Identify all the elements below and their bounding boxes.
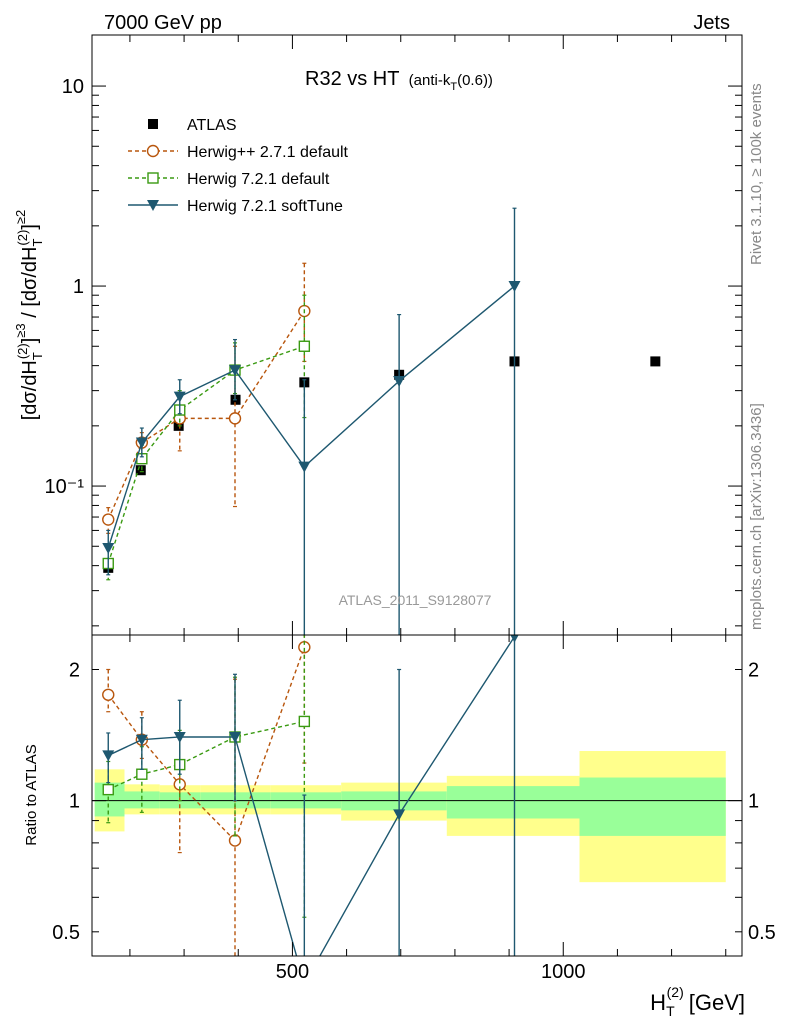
legend-label-0: ATLAS: [187, 117, 237, 134]
uncertainty-bands: [94, 751, 726, 883]
main-series-1: [102, 262, 311, 534]
main-point-1-0: [102, 513, 115, 526]
legend-marker-2: [147, 172, 159, 184]
main-point-3-5: [393, 376, 406, 388]
legend-marker-0: [148, 119, 158, 129]
main-point-3-6: [508, 281, 521, 293]
band-green-6: [446, 786, 580, 819]
main-point-3-4: [298, 461, 311, 473]
main-series-2: [102, 294, 311, 581]
main-y-axis-label: [dσ/dHT(2)]≥3 / [dσ/dHT(2)]≥2: [13, 210, 45, 421]
header-left: 7000 GeV pp: [104, 12, 222, 34]
ratio-point-2-4: [298, 715, 311, 728]
ratio-ytick-label-right-1: 1: [748, 791, 759, 813]
x-axis-label-main: H: [650, 990, 666, 1015]
legend-marker-3: [147, 200, 159, 211]
legend-entry-2: Herwig 7.2.1 default: [128, 171, 330, 188]
x-axis-label-unit: [GeV]: [689, 990, 745, 1015]
main-point-0-7: [650, 356, 661, 367]
ratio-ytick-label-left-2: 2: [69, 659, 80, 681]
mcplots-reference-label: mcplots.cern.ch [arXiv:1306.3436]: [748, 403, 765, 630]
main-point-0-1: [135, 465, 146, 476]
ratio-ytick-label-right-2: 2: [748, 659, 759, 681]
ratio-point-3-5: [393, 809, 406, 821]
ratio-ytick-label-left-1: 1: [69, 791, 80, 813]
main-point-1-3: [228, 412, 242, 425]
ratio-line-2: [107, 720, 305, 791]
xtick-label-1: 1000: [541, 961, 586, 983]
main-ytick-label-0: 10⁻¹: [45, 476, 85, 498]
main-ytick-label-1: 1: [73, 276, 84, 298]
ratio-series-3: [102, 635, 519, 956]
main-point-3-0: [102, 543, 115, 555]
main-point-2-4: [298, 340, 311, 352]
plot-title: R32 vs HT (anti-kT(0.6)): [305, 68, 493, 93]
plot-title-main: R32 vs HT: [305, 68, 399, 90]
plot-title-sub-end: (0.6)): [457, 72, 493, 89]
x-axis-label-sub: T: [666, 1003, 675, 1019]
ratio-plot-data: [92, 635, 742, 956]
axis-tick-labels: 10⁻¹ 1 10 0.5 0.5 1 1 2 2 500 1000: [45, 76, 776, 983]
main-ytick-label-2: 10: [62, 76, 84, 98]
main-series-0: [103, 356, 661, 573]
ratio-point-2-0: [102, 783, 114, 796]
ratio-ytick-label-right-0: 0.5: [748, 922, 776, 944]
ratio-point-3-2: [173, 731, 186, 743]
axis-ticks: [92, 35, 742, 956]
legend: ATLAS Herwig++ 2.7.1 default Herwig 7.2.1 …: [128, 117, 349, 215]
legend-entry-0: ATLAS: [148, 117, 237, 134]
band-green-1: [124, 791, 160, 809]
ratio-y-axis-label: Ratio to ATLAS: [23, 744, 40, 845]
ratio-plot-frame: [91, 634, 743, 957]
band-green-7: [579, 777, 726, 836]
analysis-watermark: ATLAS_2011_S9128077: [339, 592, 492, 608]
main-line-1: [107, 310, 305, 520]
main-series-3: [102, 207, 521, 635]
ratio-point-3-3: [229, 731, 241, 743]
ratio-point-3-6: [510, 635, 519, 643]
legend-entry-3: Herwig 7.2.1 softTune: [128, 198, 343, 215]
main-point-3-2: [173, 391, 186, 403]
legend-label-1: Herwig++ 2.7.1 default: [187, 144, 349, 161]
ratio-point-1-0: [102, 688, 115, 701]
xtick-label-0: 500: [276, 961, 309, 983]
ratio-ytick-label-left-0: 0.5: [52, 922, 80, 944]
rivet-version-label: Rivet 3.1.10, ≥ 100k events: [748, 83, 765, 265]
ratio-series-2: [102, 635, 311, 918]
ratio-point-3-1: [135, 734, 148, 746]
main-plot-data: [102, 207, 661, 635]
legend-label-2: Herwig 7.2.1 default: [187, 171, 330, 188]
x-axis-label: HT (2) [GeV]: [650, 984, 745, 1019]
main-point-3-3: [229, 365, 241, 377]
plot-title-sub-t: T: [450, 81, 457, 93]
plot-title-sub: (anti-k: [409, 72, 451, 89]
ratio-point-2-1: [136, 768, 148, 780]
legend-marker-1: [146, 144, 160, 158]
header-right: Jets: [693, 12, 730, 34]
main-point-3-1: [135, 437, 148, 449]
svg-text:[dσ/dHT(2)]≥3 / [dσ/dHT(2)]≥2: [dσ/dHT(2)]≥3 / [dσ/dHT(2)]≥2: [13, 210, 45, 421]
main-line-3: [107, 285, 515, 549]
legend-entry-1: Herwig++ 2.7.1 default: [128, 144, 349, 161]
ratio-point-1-3: [228, 834, 242, 847]
ratio-point-3-0: [102, 750, 115, 762]
x-axis-label-sup: (2): [667, 984, 684, 1000]
legend-label-3: Herwig 7.2.1 softTune: [187, 198, 343, 215]
